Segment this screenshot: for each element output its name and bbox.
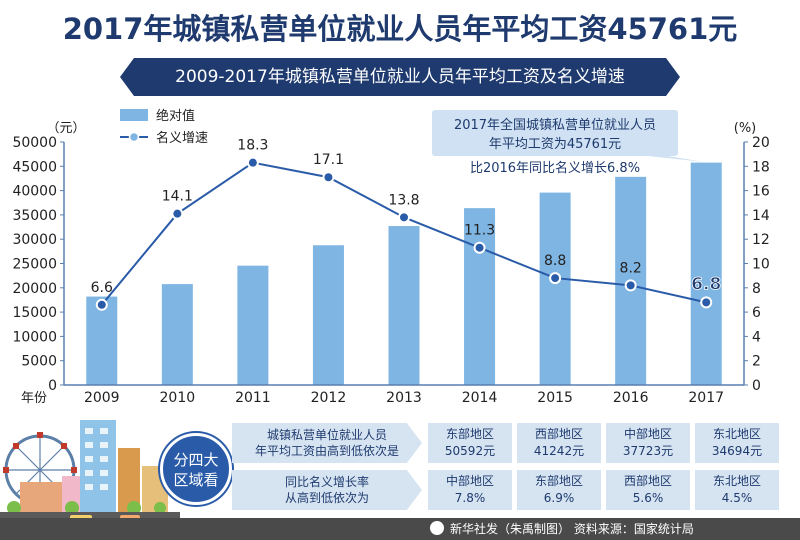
region-circle-badge: 分四大 区域看 [160, 433, 232, 505]
y-right-tick-label: 20 [752, 135, 770, 151]
y-left-tick-label: 5000 [21, 354, 57, 370]
row1-label-line1: 城镇私营单位就业人员 [266, 428, 387, 442]
annotation-line1: 2017年全国城镇私营单位就业人员 [454, 117, 656, 133]
y-left-tick-label: 35000 [12, 208, 57, 224]
y-right-tick-label: 18 [752, 159, 770, 175]
y-left-tick-label: 15000 [12, 305, 57, 321]
y-left-tick-label: 30000 [12, 232, 57, 248]
row2-cell: 东部地区 6.9% [517, 470, 601, 510]
bar-2009 [86, 296, 118, 385]
y-left-tick-label: 20000 [12, 281, 57, 297]
y-right-tick-label: 10 [752, 257, 770, 273]
growth-label-2009: 6.6 [91, 280, 113, 296]
footer-road [0, 518, 800, 540]
row1-label: 城镇私营单位就业人员 年平均工资由高到低依次是 [232, 423, 422, 463]
legend-line-label: 名义增速 [156, 130, 208, 146]
row2-cell: 中部地区 7.8% [428, 470, 512, 510]
y-left-unit: （元） [46, 121, 85, 136]
growth-label-2011: 18.3 [237, 138, 268, 154]
y-right-tick-label: 14 [752, 208, 770, 224]
row2-cell: 东北地区 4.5% [695, 470, 779, 510]
y-left-tick-label: 10000 [12, 329, 57, 345]
x-tick-label: 2009 [84, 390, 120, 406]
annotation-pointer [648, 156, 704, 162]
legend-bar-swatch [120, 109, 148, 121]
row1-label-line2: 年平均工资由高到低依次是 [254, 444, 399, 458]
y-left-tick-label: 0 [48, 378, 57, 394]
row1-cell: 东北地区 34694元 [695, 423, 779, 463]
bar-2017 [690, 162, 722, 385]
annotation-line2: 年平均工资为45761元 [489, 137, 621, 152]
y-left-tick-label: 50000 [12, 135, 57, 151]
row1-cell: 东部地区 50592元 [428, 423, 512, 463]
subtitle: 2009-2017年城镇私营单位就业人员年平均工资及名义增速 [175, 67, 625, 87]
row1-cell: 西部地区 41242元 [517, 423, 601, 463]
growth-point-2012 [322, 171, 335, 184]
region-circle-line1: 分四大 [173, 451, 219, 469]
annotation-box [432, 110, 678, 156]
x-tick-label: 2011 [235, 390, 271, 406]
city-illustration [0, 420, 180, 526]
region-circle-line2: 区域看 [173, 471, 219, 489]
growth-point-2015 [549, 272, 562, 285]
growth-label-2013: 13.8 [388, 192, 419, 208]
bar-2011 [237, 265, 269, 385]
row1-cell: 中部地区 37723元 [606, 423, 690, 463]
row2-label-line1: 同比名义增长率 [284, 475, 369, 489]
legend-line-marker [128, 131, 140, 143]
growth-label-2015: 8.8 [544, 253, 566, 269]
row2-cell: 西部地区 5.6% [606, 470, 690, 510]
x-tick-label: 2015 [537, 390, 573, 406]
x-tick-label: 2017 [688, 390, 724, 406]
x-axis-label: 年份 [21, 391, 47, 406]
bar-2012 [312, 245, 344, 385]
x-tick-label: 2016 [613, 390, 649, 406]
y-right-tick-label: 0 [752, 378, 761, 394]
y-right-tick-label: 8 [752, 281, 761, 297]
footer-credit-text: 新华社发（朱禹制图） 资料来源：国家统计局 [450, 522, 694, 536]
y-right-unit: (%) [734, 121, 757, 136]
x-tick-label: 2012 [311, 390, 347, 406]
growth-point-2016 [624, 279, 637, 292]
y-right-tick-label: 16 [752, 184, 770, 200]
bar-2015 [539, 192, 571, 385]
xinhua-logo-icon [430, 521, 444, 535]
bar-2010 [161, 284, 193, 385]
growth-label-2010: 14.1 [162, 189, 193, 205]
y-left-tick-label: 25000 [12, 257, 57, 273]
growth-point-2010 [171, 207, 184, 220]
growth-point-2013 [398, 211, 410, 224]
y-right-tick-label: 6 [752, 305, 761, 321]
growth-point-2009 [95, 298, 108, 311]
annotation-note: 比2016年同比名义增长6.8% [470, 160, 640, 176]
growth-point-2017 [700, 296, 713, 309]
growth-label-2014: 11.3 [464, 223, 495, 239]
x-tick-label: 2013 [386, 390, 422, 406]
wage-chart: 0 5000 10000 15000 20000 25000 30000 35000 40000… [12, 108, 770, 406]
x-tick-label: 2010 [160, 390, 196, 406]
growth-point-2014 [473, 241, 486, 254]
y-right-tick-label: 2 [752, 354, 761, 370]
bar-2013 [388, 226, 420, 385]
growth-label-2012: 17.1 [313, 152, 344, 168]
y-left-tick-label: 45000 [12, 159, 57, 175]
y-left-tick-label: 40000 [12, 184, 57, 200]
legend-bar-label: 绝对值 [156, 108, 195, 124]
x-tick-label: 2014 [462, 390, 498, 406]
bar-2014 [464, 208, 496, 385]
subtitle-banner [120, 58, 680, 96]
y-right-tick-label: 12 [752, 232, 770, 248]
footer-credit: 新华社发（朱禹制图） 资料来源：国家统计局 [430, 520, 694, 538]
y-right-tick-label: 4 [752, 329, 761, 345]
growth-label-2016: 8.2 [620, 260, 642, 276]
main-title: 2017年城镇私营单位就业人员年平均工资45761元 [62, 12, 738, 46]
growth-label-2017: 6.8 [691, 274, 721, 294]
growth-point-2011 [246, 156, 259, 169]
row2-label: 同比名义增长率 从高到低依次为 [232, 470, 422, 510]
row2-label-line2: 从高到低依次为 [284, 491, 369, 505]
